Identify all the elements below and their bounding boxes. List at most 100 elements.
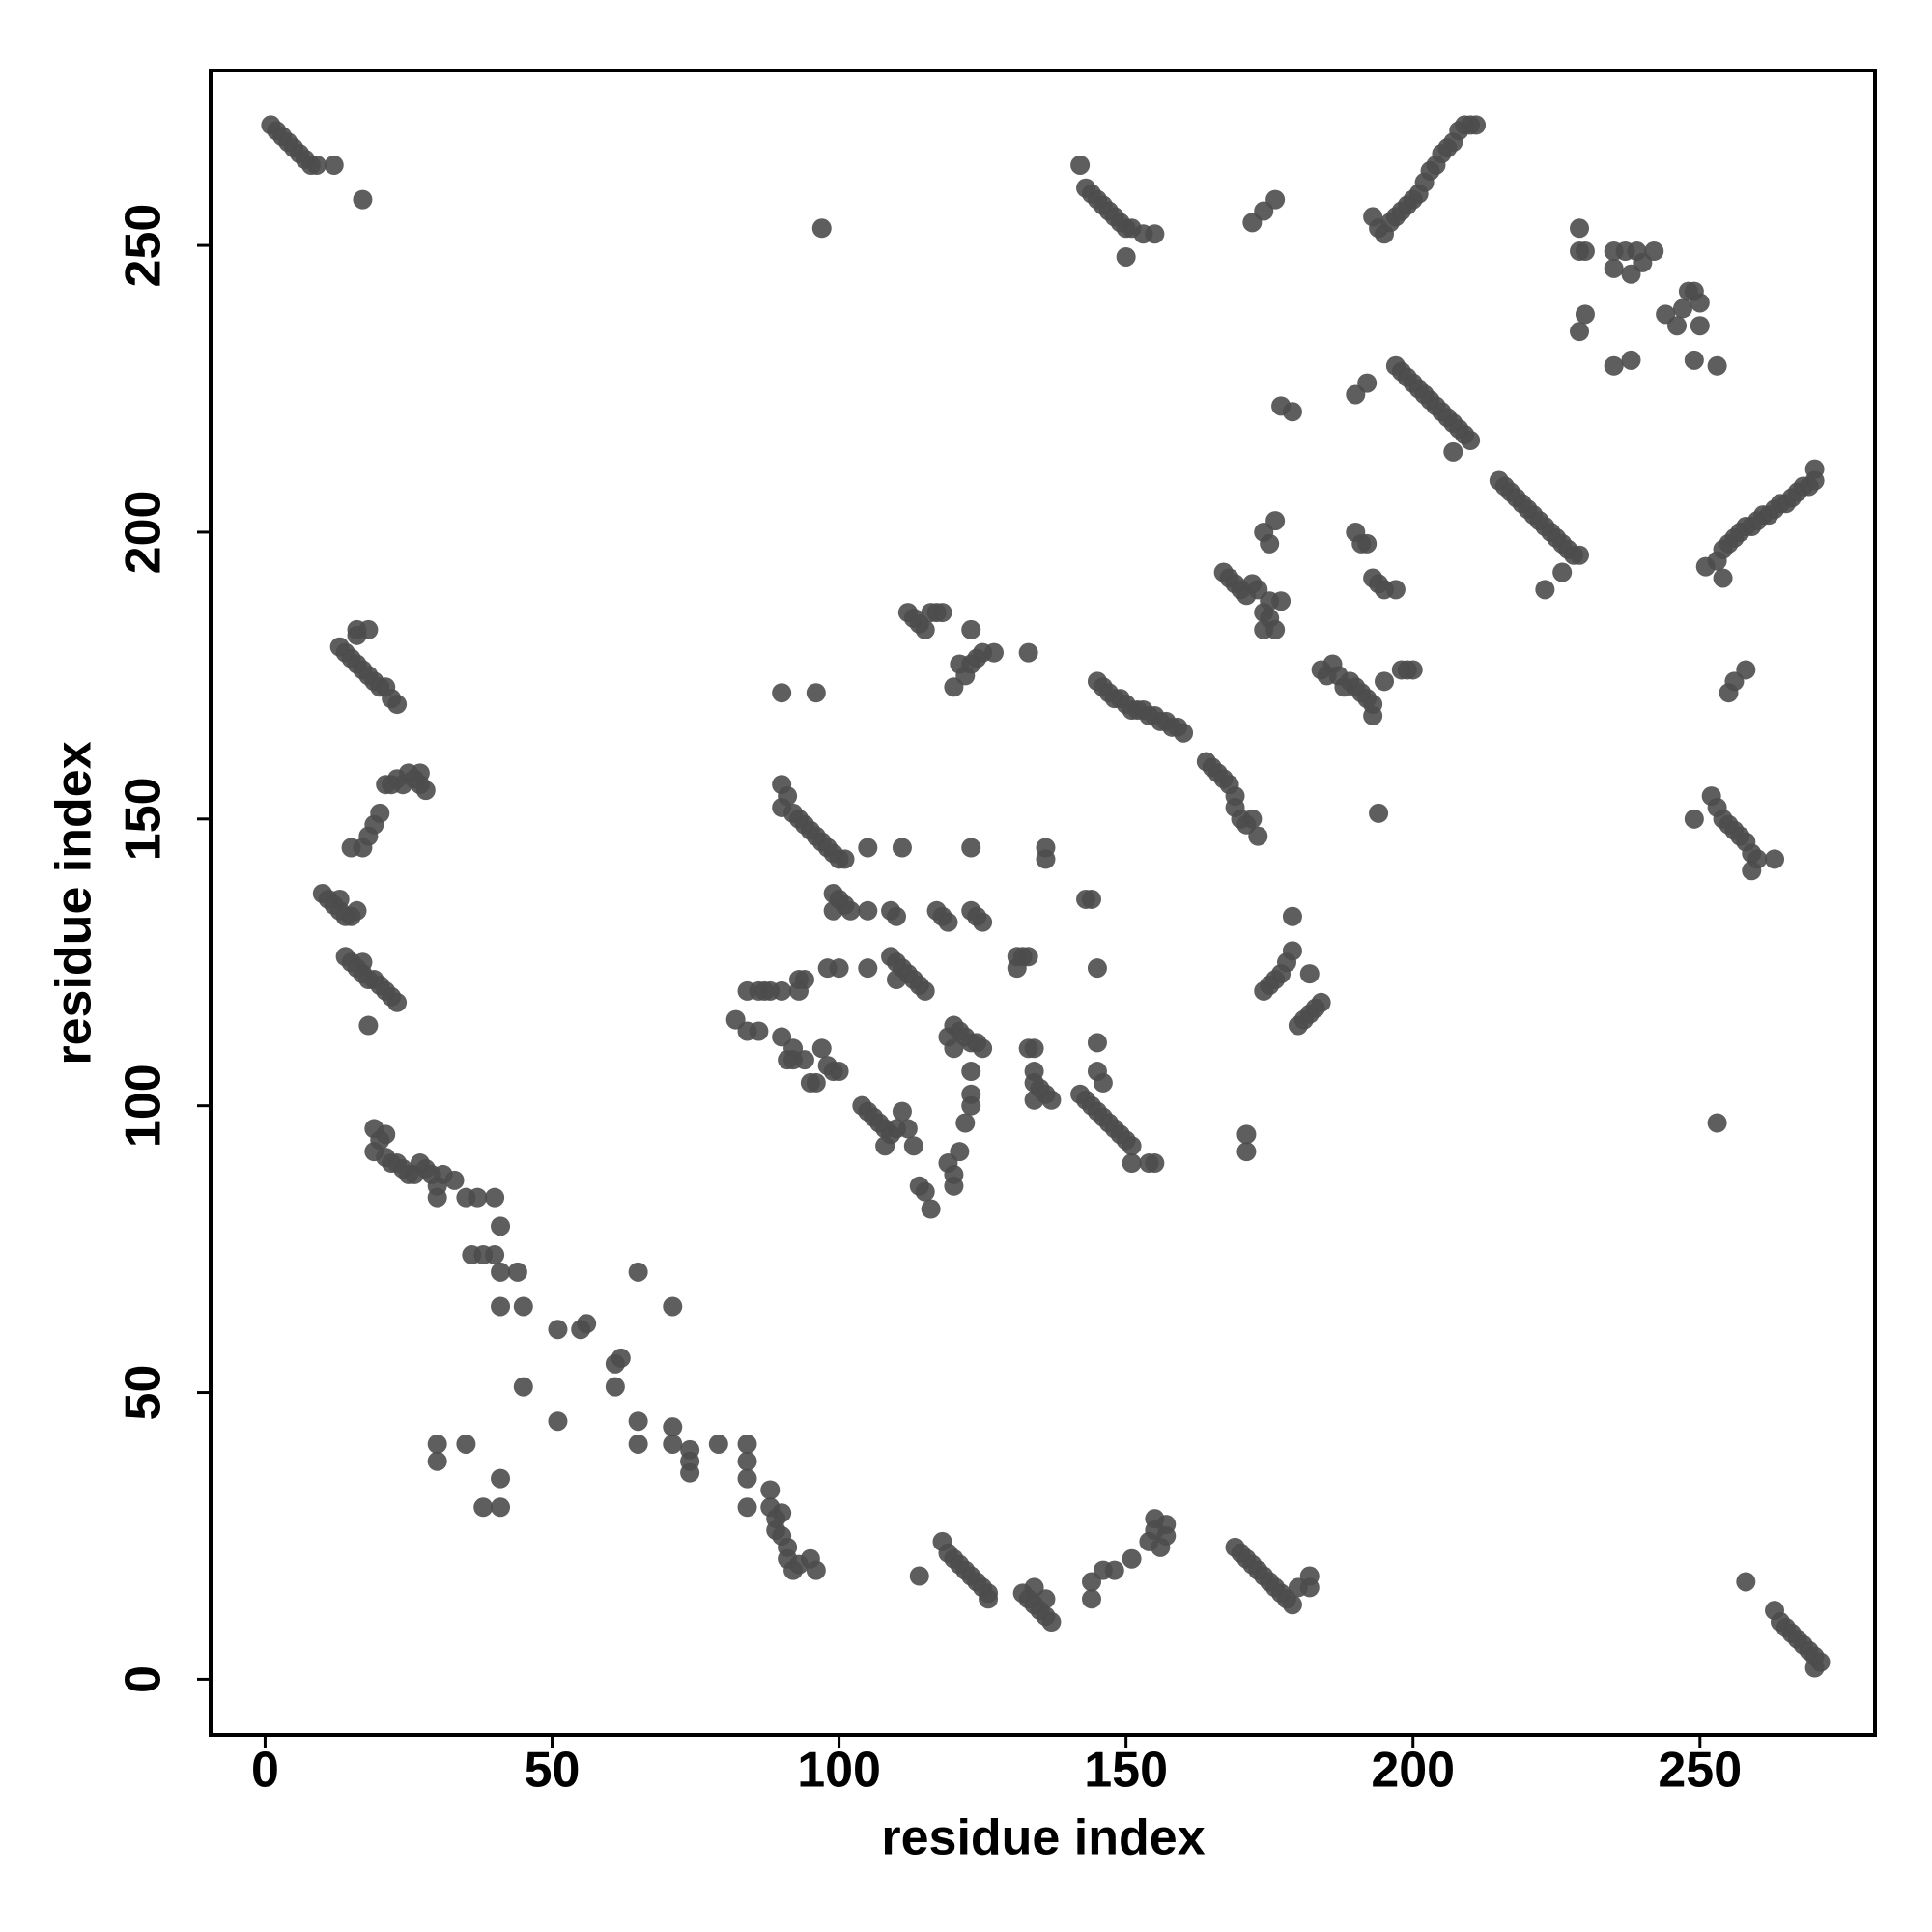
point xyxy=(1156,1515,1177,1535)
point xyxy=(806,683,826,703)
point xyxy=(829,958,849,979)
point xyxy=(1036,849,1056,869)
x-tick-label: 0 xyxy=(251,1743,279,1799)
x-tick-label: 200 xyxy=(1371,1743,1455,1799)
point xyxy=(491,1296,511,1317)
x-tick-label: 50 xyxy=(525,1743,581,1799)
point xyxy=(663,1434,683,1454)
x-tick-label: 150 xyxy=(1084,1743,1168,1799)
point xyxy=(1443,441,1463,462)
point xyxy=(427,1187,447,1208)
point xyxy=(507,1262,527,1282)
point xyxy=(1271,396,1292,416)
point xyxy=(1145,224,1165,244)
point xyxy=(858,958,878,979)
point xyxy=(1082,1589,1102,1609)
point xyxy=(800,1072,820,1093)
point xyxy=(1621,350,1641,370)
point xyxy=(961,619,981,639)
point xyxy=(961,1062,981,1082)
point xyxy=(944,1176,964,1196)
point xyxy=(915,1181,935,1202)
point xyxy=(577,1314,597,1334)
plot-frame xyxy=(209,69,1877,1737)
point xyxy=(473,1497,494,1518)
point xyxy=(1570,218,1590,239)
point xyxy=(548,1411,568,1432)
point xyxy=(427,1434,447,1454)
point xyxy=(1122,1153,1142,1174)
point xyxy=(1282,1595,1302,1615)
point xyxy=(1174,723,1194,743)
point xyxy=(737,1468,757,1489)
point xyxy=(1122,1548,1142,1569)
point xyxy=(1604,258,1624,278)
point xyxy=(347,625,367,645)
point xyxy=(485,1187,505,1208)
point xyxy=(628,1411,648,1432)
point xyxy=(1265,189,1286,210)
point xyxy=(858,900,878,921)
point xyxy=(1007,958,1027,979)
point xyxy=(1684,350,1704,370)
y-tick-label: 250 xyxy=(116,204,172,288)
point xyxy=(1265,511,1286,531)
point xyxy=(1765,849,1785,869)
point xyxy=(772,683,792,703)
point xyxy=(811,218,832,239)
point xyxy=(892,1101,912,1122)
point xyxy=(1369,803,1389,823)
point xyxy=(680,1463,700,1483)
y-tick-label: 200 xyxy=(116,491,172,575)
point xyxy=(370,803,390,823)
point xyxy=(760,1480,781,1500)
point xyxy=(1041,1612,1062,1633)
point xyxy=(1242,809,1263,829)
point xyxy=(944,1038,964,1059)
point xyxy=(1672,298,1692,319)
point xyxy=(772,980,792,1001)
point xyxy=(1271,591,1292,611)
point xyxy=(1236,1124,1257,1145)
point xyxy=(897,1119,918,1139)
point xyxy=(1684,809,1704,829)
point xyxy=(973,912,993,932)
point xyxy=(950,1142,970,1162)
point xyxy=(611,1348,631,1368)
point xyxy=(811,1038,832,1059)
point xyxy=(1357,373,1378,393)
point xyxy=(387,695,408,715)
point xyxy=(1570,545,1590,565)
point xyxy=(1024,1090,1044,1110)
point xyxy=(663,1417,683,1437)
point xyxy=(1466,115,1487,135)
point xyxy=(1403,660,1423,680)
point xyxy=(823,900,843,921)
point xyxy=(1667,316,1688,336)
point xyxy=(1570,322,1590,342)
point xyxy=(829,1062,849,1082)
point xyxy=(491,1262,511,1282)
point xyxy=(1087,1033,1107,1053)
point xyxy=(903,1136,923,1156)
point xyxy=(324,155,344,175)
point xyxy=(1236,1142,1257,1162)
point xyxy=(915,619,935,639)
point xyxy=(415,781,436,801)
point xyxy=(1070,155,1091,175)
point xyxy=(737,1497,757,1518)
point xyxy=(628,1262,648,1282)
point xyxy=(1282,941,1302,961)
point xyxy=(1736,1572,1756,1592)
point xyxy=(1707,1113,1727,1133)
point xyxy=(1535,580,1555,600)
point xyxy=(708,1434,728,1454)
point xyxy=(1018,642,1038,663)
point xyxy=(1024,1038,1044,1059)
point xyxy=(1299,1566,1320,1586)
point xyxy=(737,1451,757,1471)
point xyxy=(973,1038,993,1059)
point xyxy=(376,1124,396,1145)
point xyxy=(1024,1577,1044,1598)
point xyxy=(886,970,906,990)
